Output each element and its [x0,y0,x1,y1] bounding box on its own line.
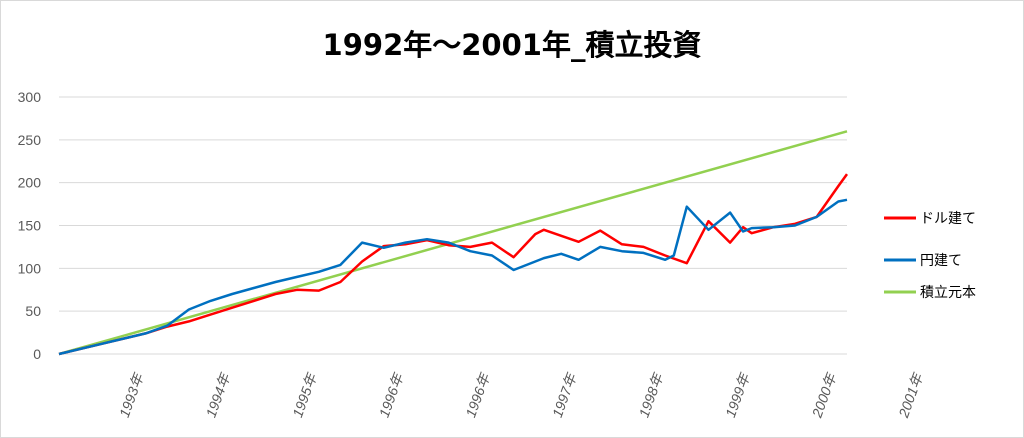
y-axis-ticks: 0 50 100 150 200 250 300 [18,89,42,362]
series-line-2 [58,130,848,356]
x-tick-label: 1996年 [376,370,407,420]
y-tick-label: 200 [18,175,42,191]
y-tick-label: 100 [18,260,42,276]
x-tick-label: 1996年 [462,370,493,420]
series-line-0 [58,173,849,356]
legend-label: ドル建て [920,211,976,227]
legend-label: 円建て [920,253,962,269]
x-tick-label: 1993年 [116,370,147,420]
series-lines [58,130,849,356]
series-line-1 [58,198,848,356]
chart-title: 1992年～2001年_積立投資 [322,28,702,62]
x-tick-label: 1995年 [289,370,320,420]
x-tick-label: 1994年 [203,370,234,420]
gridlines [59,96,847,355]
legend-label: 積立元本 [920,285,976,301]
y-tick-label: 0 [33,346,41,362]
y-tick-label: 150 [18,218,42,234]
x-tick-label: 2000年 [808,370,840,421]
x-axis-ticks: 1993年 1994年 1995年 1996年 1996年 1997年 1998年 1999年… [116,370,927,421]
x-tick-label: 1998年 [635,370,666,420]
y-tick-label: 50 [25,303,41,319]
y-tick-label: 300 [18,89,42,105]
x-tick-label: 1999年 [722,370,753,420]
y-tick-label: 250 [18,132,42,148]
x-tick-label: 2001年 [895,370,927,421]
x-tick-label: 1997年 [549,370,580,420]
